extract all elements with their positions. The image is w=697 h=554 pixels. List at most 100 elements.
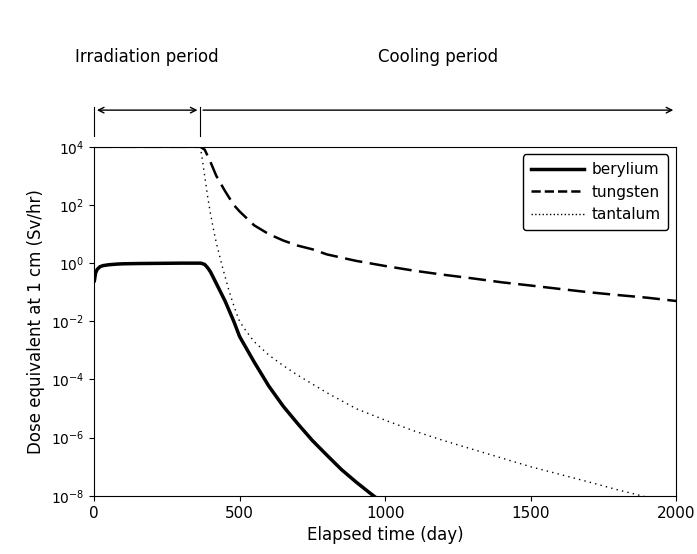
- berylium: [410, 525, 418, 531]
- tungsten: [614, 292, 622, 299]
- tungsten: [323, 251, 331, 258]
- tungsten: [672, 297, 680, 304]
- tantalum: [105, 143, 113, 150]
- tungsten: [236, 208, 244, 215]
- tantalum: [498, 455, 506, 461]
- tantalum: [279, 362, 287, 369]
- tungsten: [643, 294, 651, 301]
- tantalum: [90, 143, 98, 150]
- tantalum: [293, 372, 302, 378]
- tungsten: [279, 237, 287, 244]
- tungsten: [221, 188, 229, 194]
- berylium: [134, 260, 142, 267]
- tantalum: [196, 143, 204, 150]
- Line: berylium: berylium: [94, 263, 618, 554]
- tantalum: [227, 294, 235, 300]
- tantalum: [410, 428, 418, 434]
- tungsten: [206, 158, 215, 165]
- tungsten: [308, 246, 316, 253]
- tantalum: [308, 381, 316, 387]
- tantalum: [206, 211, 215, 217]
- tungsten: [105, 143, 113, 150]
- berylium: [148, 260, 157, 266]
- berylium: [204, 264, 212, 271]
- Line: tantalum: tantalum: [94, 147, 676, 505]
- tantalum: [197, 152, 206, 159]
- Y-axis label: Dose equivalent at 1 cm (Sv/hr): Dose equivalent at 1 cm (Sv/hr): [27, 189, 45, 454]
- tantalum: [209, 225, 217, 232]
- berylium: [91, 270, 100, 276]
- berylium: [212, 280, 220, 287]
- berylium: [352, 479, 360, 485]
- berylium: [99, 263, 107, 269]
- tungsten: [201, 146, 209, 153]
- tungsten: [410, 268, 418, 274]
- tantalum: [643, 494, 651, 500]
- tungsten: [250, 222, 259, 229]
- tungsten: [468, 275, 477, 281]
- tantalum: [250, 338, 259, 345]
- tantalum: [381, 417, 390, 423]
- berylium: [381, 501, 390, 508]
- Text: Irradiation period: Irradiation period: [75, 48, 219, 65]
- tungsten: [381, 263, 390, 269]
- tantalum: [236, 318, 244, 325]
- tantalum: [212, 239, 220, 246]
- tantalum: [201, 173, 209, 179]
- berylium: [250, 358, 259, 365]
- tungsten: [90, 143, 98, 150]
- tantalum: [323, 389, 331, 396]
- tantalum: [204, 193, 212, 199]
- tantalum: [672, 501, 680, 508]
- tantalum: [614, 486, 622, 493]
- tungsten: [119, 143, 128, 150]
- tungsten: [148, 143, 157, 150]
- berylium: [367, 490, 375, 497]
- tungsten: [93, 143, 101, 150]
- tungsten: [265, 231, 273, 238]
- X-axis label: Elapsed time (day): Elapsed time (day): [307, 526, 464, 544]
- tantalum: [526, 463, 535, 470]
- berylium: [236, 333, 244, 340]
- tantalum: [233, 311, 241, 317]
- berylium: [192, 260, 200, 266]
- berylium: [229, 318, 238, 325]
- berylium: [293, 420, 302, 427]
- berylium: [265, 383, 273, 389]
- tantalum: [556, 471, 564, 478]
- Legend: berylium, tungsten, tantalum: berylium, tungsten, tantalum: [523, 155, 668, 230]
- berylium: [162, 260, 171, 266]
- tungsten: [352, 258, 360, 264]
- berylium: [201, 261, 209, 268]
- berylium: [105, 261, 113, 268]
- berylium: [95, 264, 104, 270]
- Text: Cooling period: Cooling period: [378, 48, 498, 65]
- berylium: [119, 260, 128, 267]
- berylium: [206, 269, 215, 275]
- tungsten: [177, 143, 185, 150]
- tantalum: [221, 273, 229, 280]
- tungsten: [229, 202, 238, 208]
- berylium: [439, 546, 447, 552]
- tungsten: [212, 173, 220, 179]
- tantalum: [241, 327, 250, 334]
- tantalum: [119, 143, 128, 150]
- tantalum: [439, 437, 447, 444]
- berylium: [323, 452, 331, 459]
- tantalum: [265, 352, 273, 358]
- tantalum: [215, 251, 224, 258]
- berylium: [424, 535, 433, 541]
- berylium: [113, 261, 121, 268]
- berylium: [337, 466, 346, 473]
- tantalum: [93, 143, 101, 150]
- berylium: [177, 260, 185, 266]
- berylium: [308, 437, 316, 444]
- tungsten: [556, 286, 564, 293]
- tantalum: [177, 143, 185, 150]
- tantalum: [585, 479, 593, 485]
- tantalum: [229, 302, 238, 309]
- berylium: [197, 260, 206, 266]
- berylium: [93, 266, 101, 273]
- berylium: [90, 278, 98, 284]
- tungsten: [196, 143, 204, 150]
